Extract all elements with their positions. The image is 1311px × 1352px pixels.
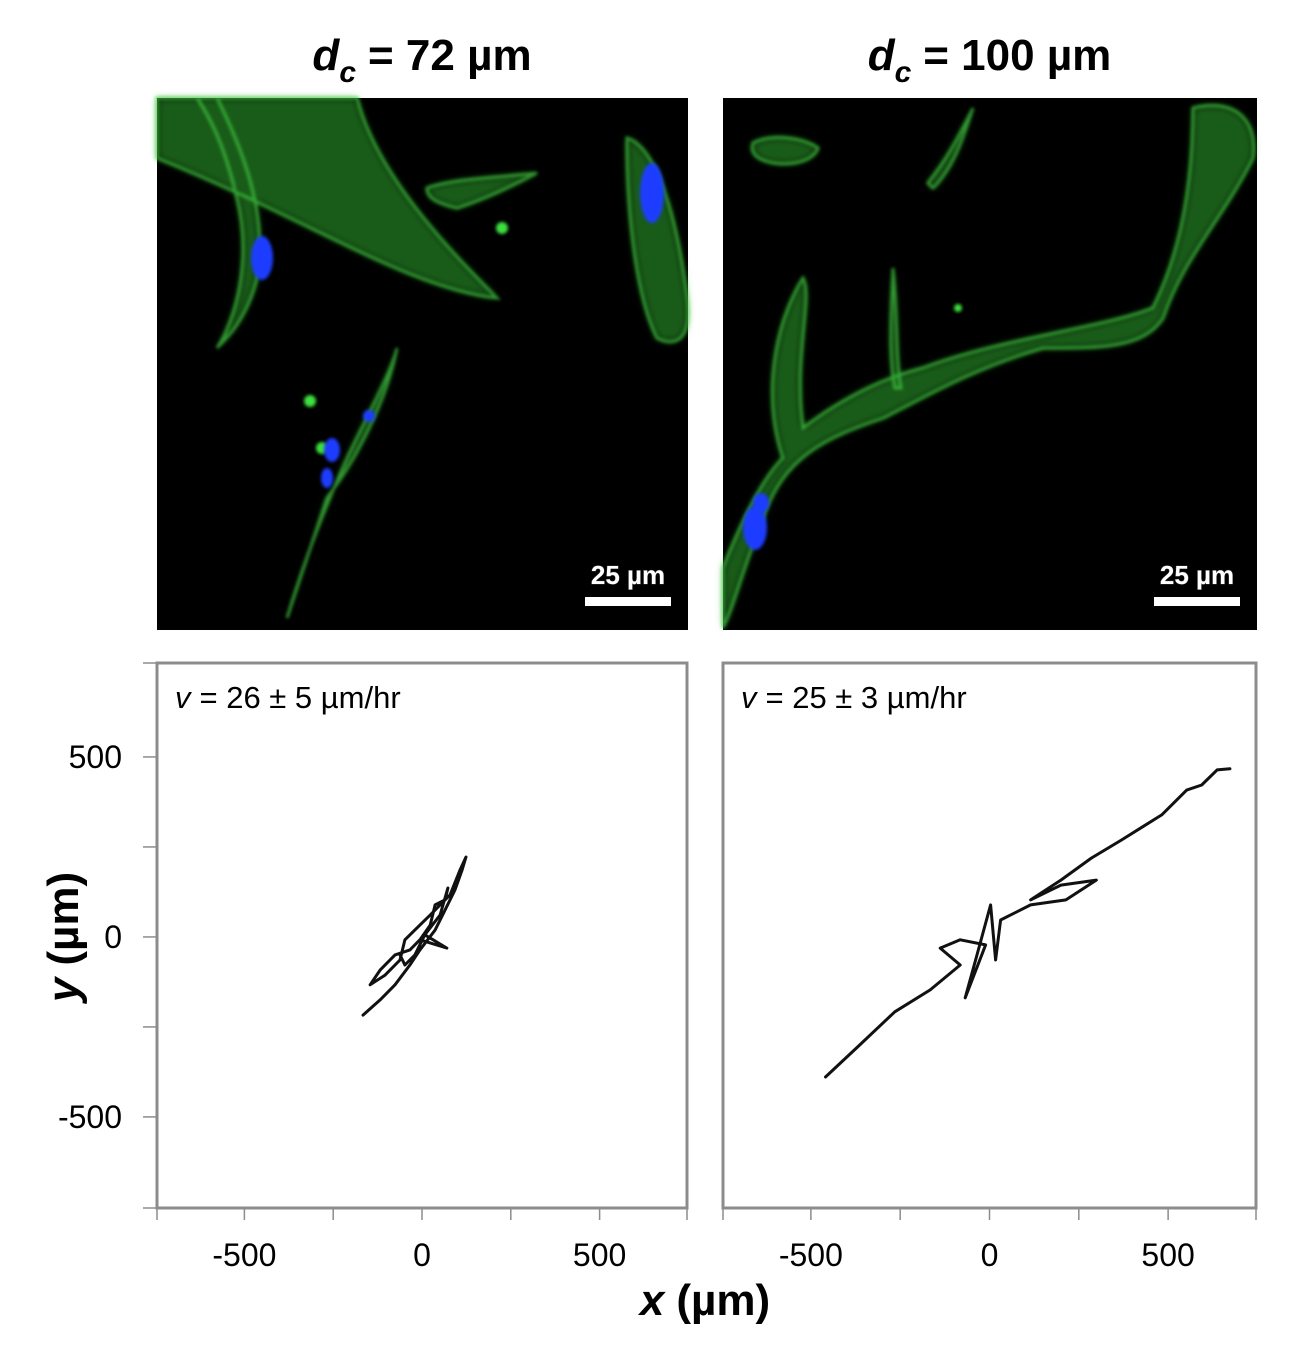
panel-title: dc = 72 µm	[312, 31, 531, 89]
scale-bar	[1154, 597, 1240, 606]
x-tick-label: 500	[1141, 1237, 1194, 1273]
nucleus	[640, 163, 664, 223]
title-subscript: c	[895, 56, 912, 89]
nucleus	[324, 438, 340, 462]
scale-bar-label: 25 µm	[591, 560, 665, 590]
title-text: = 72 µm	[368, 31, 532, 80]
x-tick-label: 0	[981, 1237, 999, 1273]
nucleus	[251, 236, 273, 280]
annotation-text: = 25 ± 3 µm/hr	[766, 680, 967, 715]
nucleus	[321, 468, 333, 488]
cell-edge	[155, 96, 502, 300]
y-tick-label: -500	[58, 1099, 122, 1135]
y-tick-label: 500	[69, 739, 122, 775]
green-spot	[304, 395, 316, 407]
cell-edge	[194, 96, 262, 350]
cell-body-sharp	[721, 103, 1256, 629]
nucleus	[743, 506, 767, 550]
micrograph	[721, 98, 1257, 630]
annotation-text: = 26 ± 5 µm/hr	[200, 680, 401, 715]
cell-edge	[889, 267, 903, 390]
cell-edge	[750, 136, 820, 166]
title-text: = 100 µm	[923, 31, 1111, 80]
annotation: v = 26 ± 5 µm/hr	[175, 680, 401, 715]
y-tick-label: 0	[104, 919, 122, 955]
cell-body	[752, 137, 818, 164]
x-axis-unit: (µm)	[676, 1276, 770, 1325]
x-tick-label: -500	[212, 1237, 276, 1273]
nucleus	[363, 410, 375, 422]
title-symbol: d	[312, 31, 340, 80]
nucleus	[753, 493, 769, 513]
y-axis-symbol: y	[39, 975, 88, 1004]
title-symbol: d	[868, 31, 896, 80]
y-axis-label: y (µm)	[39, 872, 88, 1004]
x-axis-label: x (µm)	[638, 1276, 770, 1325]
cell-body	[157, 98, 497, 298]
x-axis-symbol: x	[638, 1276, 666, 1325]
annotation: v = 25 ± 3 µm/hr	[741, 680, 967, 715]
y-axis-unit: (µm)	[39, 872, 88, 966]
scale-bar-label: 25 µm	[1160, 560, 1234, 590]
x-tick-label: -500	[779, 1237, 843, 1273]
title-subscript: c	[339, 56, 356, 89]
green-spot	[954, 304, 962, 312]
cell-edge	[425, 171, 538, 210]
cell-body	[928, 108, 973, 188]
cell-edge	[925, 107, 975, 191]
annotation-symbol: v	[741, 680, 758, 715]
plot-frame	[721, 661, 1258, 1210]
green-spot	[496, 222, 508, 234]
trajectory	[361, 855, 468, 1017]
trajectory	[824, 767, 1232, 1079]
cell-body	[197, 98, 260, 348]
micrograph	[155, 96, 690, 630]
cell-edge	[721, 103, 1256, 629]
x-tick-label: 0	[413, 1237, 431, 1273]
annotation-symbol: v	[175, 680, 192, 715]
panel-title: dc = 100 µm	[868, 31, 1112, 89]
scale-bar	[585, 597, 671, 606]
x-tick-label: 500	[573, 1237, 626, 1273]
